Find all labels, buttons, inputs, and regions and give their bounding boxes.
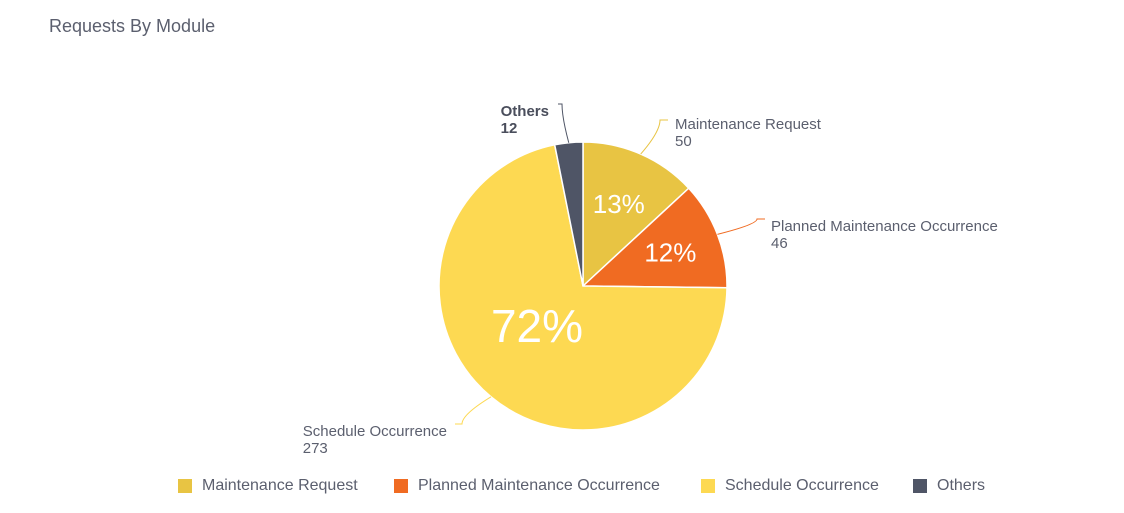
legend-item-schedule-occurrence[interactable]: Schedule Occurrence: [701, 474, 879, 498]
legend-label: Others: [937, 477, 986, 494]
slice-percent-label-maintenance-request: 13%: [593, 189, 645, 219]
legend-label: Maintenance Request: [202, 477, 358, 494]
slice-percent-label-schedule-occurrence: 72%: [491, 300, 583, 352]
legend-item-others[interactable]: Others: [913, 474, 985, 498]
callout-name-planned-maintenance-occurrence: Planned Maintenance Occurrence: [771, 218, 998, 235]
callout-connector-maintenance-request: [640, 119, 668, 155]
legend-swatch-schedule-occurrence: [701, 479, 715, 493]
callout-connector-schedule-occurrence: [455, 396, 492, 425]
legend-item-maintenance-request[interactable]: Maintenance Request: [178, 474, 358, 498]
callout-connector-planned-maintenance-occurrence: [717, 218, 765, 235]
pie-slice-others[interactable]: [553, 141, 584, 287]
callout-name-schedule-occurrence: Schedule Occurrence: [303, 423, 447, 440]
slice-percent-label-planned-maintenance-occurrence: 12%: [644, 237, 696, 267]
callout-value-schedule-occurrence: 273: [303, 440, 328, 457]
legend-label: Schedule Occurrence: [725, 477, 879, 494]
legend-item-planned-maintenance-occurrence[interactable]: Planned Maintenance Occurrence: [394, 474, 660, 498]
callout-value-planned-maintenance-occurrence: 46: [771, 235, 788, 252]
callout-value-others: 12: [501, 120, 518, 137]
callout-value-maintenance-request: 50: [675, 133, 692, 150]
chart-legend: Maintenance Request Planned Maintenance …: [0, 474, 1124, 498]
legend-swatch-maintenance-request: [178, 479, 192, 493]
legend-swatch-others: [913, 479, 927, 493]
legend-swatch-planned-maintenance-occurrence: [394, 479, 408, 493]
pie-slice-planned-maintenance-occurrence[interactable]: [581, 187, 728, 289]
callout-name-maintenance-request: Maintenance Request: [675, 116, 822, 133]
pie-slice-schedule-occurrence[interactable]: [438, 143, 728, 431]
legend-label: Planned Maintenance Occurrence: [418, 477, 660, 494]
pie-slice-maintenance-request[interactable]: [582, 141, 690, 288]
callout-connector-others: [558, 103, 570, 143]
callout-name-others: Others: [501, 103, 549, 120]
chart-title: Requests By Module: [49, 16, 216, 36]
